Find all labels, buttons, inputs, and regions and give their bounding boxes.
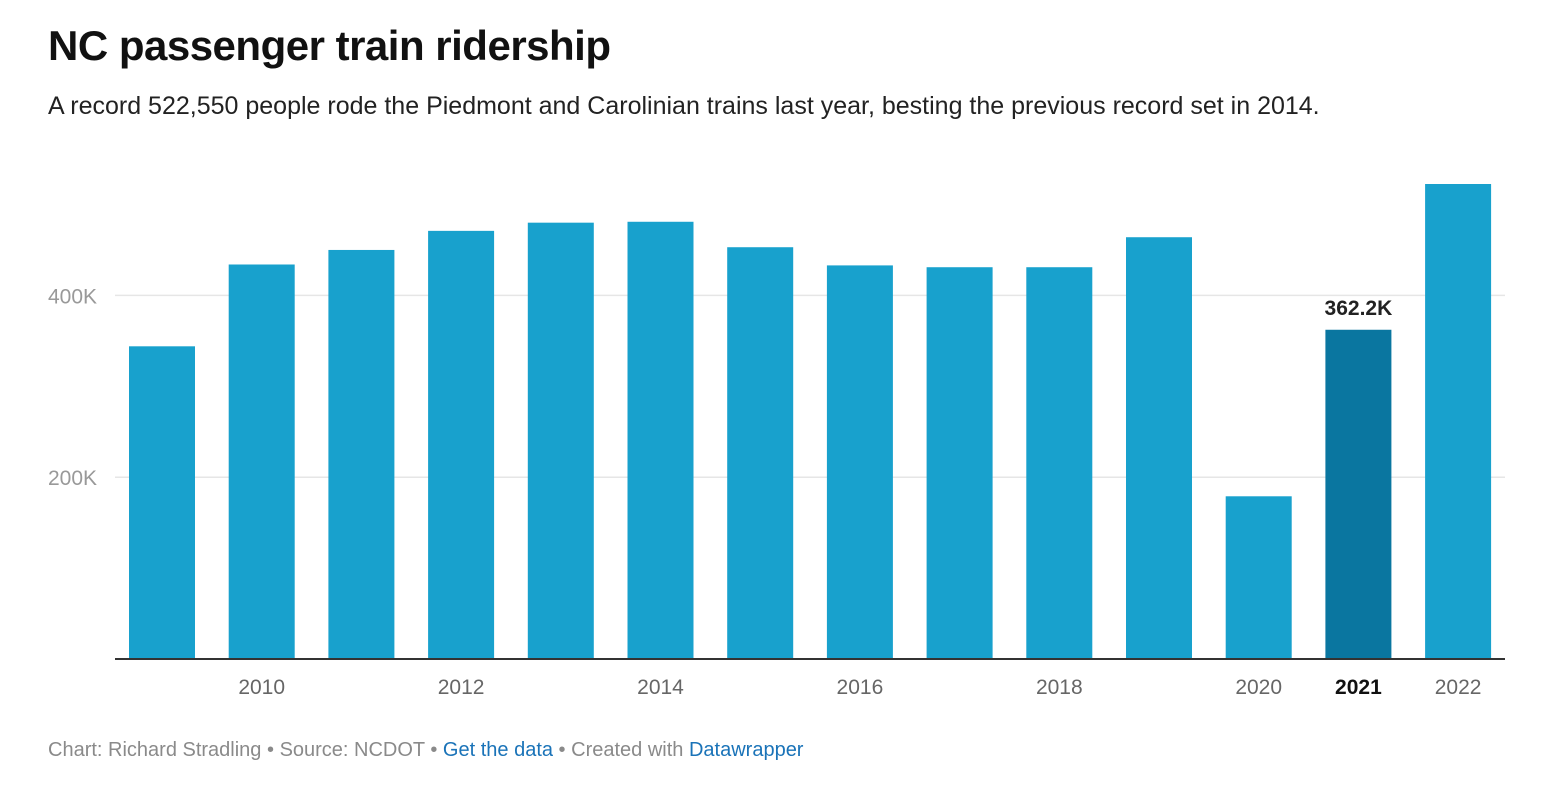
bar-2016: [826, 265, 893, 659]
bar-2022: [1425, 184, 1492, 659]
bar-2013: [527, 222, 594, 660]
chart-subtitle: A record 522,550 people rode the Piedmon…: [48, 92, 1320, 120]
footer-separator: •: [261, 739, 280, 761]
chart-credit: Chart: Richard Stradling: [48, 739, 262, 761]
bar-2012: [428, 230, 495, 660]
x-tick-label: 2010: [238, 676, 285, 699]
x-tick-label: 2012: [438, 676, 485, 699]
y-tick-label: 400K: [48, 285, 97, 308]
bar-chart: 200K 400K 362.2K 2010 2012 2014 2016 2018 2020 20…: [48, 184, 1505, 699]
footer-separator: •: [553, 739, 572, 761]
footer-separator: •: [424, 739, 443, 761]
x-tick-label: 2016: [837, 676, 884, 699]
bar-2010: [228, 264, 295, 659]
x-tick-label: 2021: [1335, 676, 1382, 699]
bar-2020: [1225, 496, 1292, 659]
y-tick-label: 200K: [48, 467, 97, 490]
x-tick-label: 2020: [1235, 676, 1282, 699]
chart-title: NC passenger train ridership: [48, 22, 611, 69]
bar-2011: [328, 249, 395, 659]
bar-2021: [1325, 329, 1392, 659]
bar-2019: [1126, 237, 1192, 660]
datawrapper-link[interactable]: Datawrapper: [688, 739, 804, 761]
x-tick-label: 2018: [1036, 676, 1083, 699]
x-tick-label: 2014: [637, 676, 684, 699]
bar-2009: [129, 346, 195, 659]
bar-2018: [1026, 267, 1093, 659]
data-label: 362.2K: [1325, 297, 1393, 320]
x-tick-label: 2022: [1435, 676, 1482, 699]
bar-2014: [627, 221, 694, 660]
get-data-link[interactable]: Get the data: [442, 739, 553, 761]
bar-2017: [926, 267, 993, 659]
chart-footer: Chart: Richard Stradling • Source: NCDOT…: [48, 739, 803, 762]
bar-2015: [727, 247, 794, 659]
created-with-text: Created with: [571, 739, 689, 761]
source-credit: Source: NCDOT: [279, 739, 425, 761]
